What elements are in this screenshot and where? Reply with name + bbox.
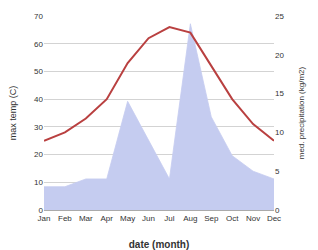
svg-text:40: 40 <box>34 95 43 104</box>
svg-text:Jan: Jan <box>38 214 51 223</box>
svg-text:Mar: Mar <box>79 214 93 223</box>
svg-text:15: 15 <box>275 89 284 98</box>
svg-text:date (month): date (month) <box>129 239 190 250</box>
svg-text:Jul: Jul <box>164 214 174 223</box>
svg-text:20: 20 <box>275 51 284 60</box>
svg-text:60: 60 <box>34 40 43 49</box>
svg-text:Oct: Oct <box>226 214 239 223</box>
svg-text:0: 0 <box>275 206 280 215</box>
svg-text:10: 10 <box>275 128 284 137</box>
svg-text:0: 0 <box>39 206 44 215</box>
svg-text:max temp (C): max temp (C) <box>8 86 18 141</box>
svg-text:50: 50 <box>34 67 43 76</box>
svg-text:70: 70 <box>34 12 43 21</box>
svg-text:Nov: Nov <box>246 214 260 223</box>
svg-text:May: May <box>120 214 135 223</box>
svg-text:Aug: Aug <box>183 214 197 223</box>
svg-text:Jun: Jun <box>142 214 155 223</box>
svg-text:Sep: Sep <box>204 214 219 223</box>
svg-text:med. precipitation (kg/m2): med. precipitation (kg/m2) <box>297 66 306 159</box>
svg-text:Feb: Feb <box>58 214 72 223</box>
svg-text:Apr: Apr <box>101 214 114 223</box>
svg-text:5: 5 <box>275 167 280 176</box>
svg-text:Dec: Dec <box>267 214 281 223</box>
svg-text:20: 20 <box>34 150 43 159</box>
svg-text:30: 30 <box>34 123 43 132</box>
svg-text:25: 25 <box>275 12 284 21</box>
svg-text:10: 10 <box>34 178 43 187</box>
